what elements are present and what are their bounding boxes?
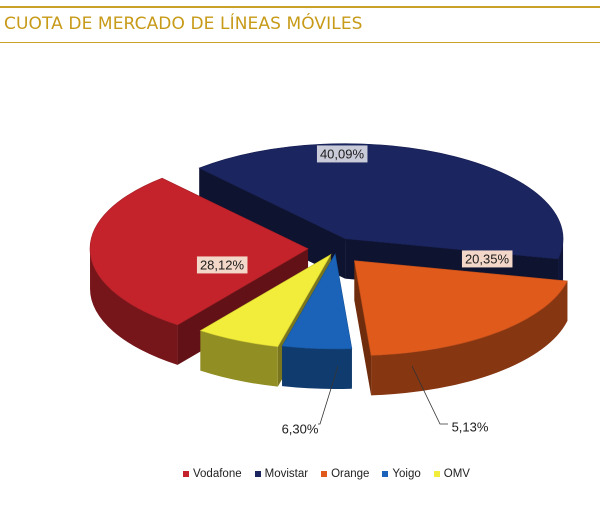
- legend-swatch: [382, 471, 389, 477]
- legend-swatch: [183, 471, 189, 477]
- data-label-yoigo: 5,13%: [452, 419, 489, 434]
- legend-item-yoigo: Yoigo: [382, 468, 421, 480]
- label-box-orange: [461, 250, 513, 268]
- legend-label: OMV: [443, 468, 470, 480]
- legend-label: Orange: [331, 468, 370, 480]
- label-box-vodafone: [196, 256, 248, 274]
- legend-label: Movistar: [264, 468, 309, 480]
- legend-swatch: [433, 471, 440, 477]
- data-label-movistar: 40,09%: [320, 146, 365, 161]
- legend-label: Yoigo: [392, 468, 421, 480]
- legend-item-omv: OMV: [433, 468, 470, 480]
- chart-title: CUOTA DE MERCADO DE LÍNEAS MÓVILES: [4, 14, 363, 34]
- legend-swatch: [254, 471, 261, 477]
- title-rule: [0, 42, 600, 43]
- data-label-omv: 6,30%: [282, 421, 319, 436]
- chart-legend: Vodafone Movistar Orange Yoigo OMV: [183, 468, 483, 480]
- legend-swatch: [321, 471, 328, 477]
- legend-item-movistar: Movistar: [254, 468, 309, 480]
- slice-orange: [354, 260, 568, 396]
- legend-item-vodafone: Vodafone: [183, 468, 242, 480]
- leader-line-yoigo: [411, 365, 448, 425]
- data-label-orange: 20,35%: [465, 251, 510, 266]
- label-box-movistar: [316, 145, 368, 163]
- legend-label: Vodafone: [193, 468, 242, 480]
- data-label-vodafone: 28,12%: [200, 257, 245, 272]
- top-rule: [0, 6, 600, 8]
- leader-line-omv: [318, 365, 339, 425]
- pie-slices: [89, 143, 568, 396]
- slice-labels: 40,09% 20,35% 5,13% 6,30% 28,12%: [196, 145, 513, 436]
- legend-item-orange: Orange: [321, 468, 369, 480]
